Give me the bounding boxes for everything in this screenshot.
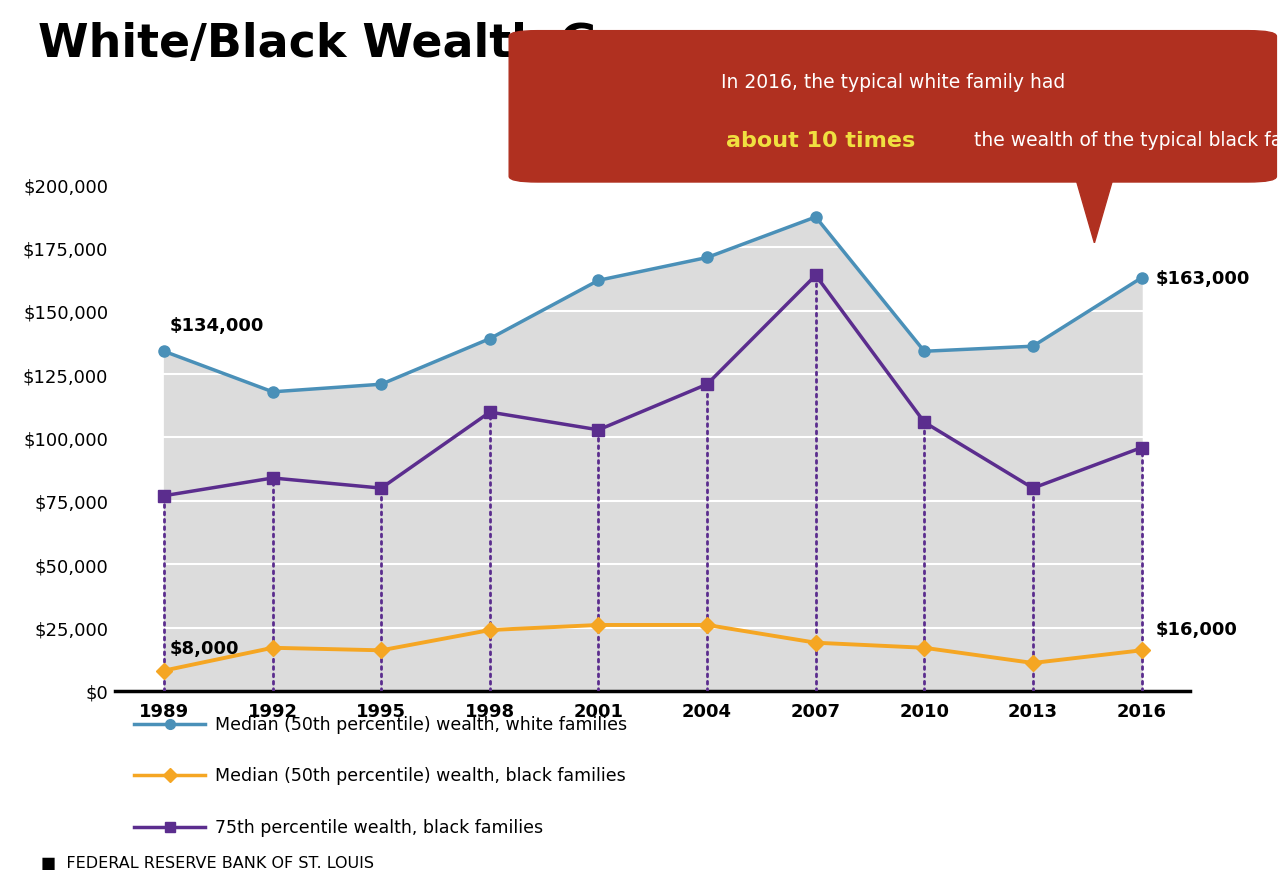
Text: 75th percentile wealth, black families: 75th percentile wealth, black families (215, 818, 543, 835)
Text: $134,000: $134,000 (169, 316, 264, 334)
Text: ■  FEDERAL RESERVE BANK OF ST. LOUIS: ■ FEDERAL RESERVE BANK OF ST. LOUIS (41, 855, 374, 870)
Text: $163,000: $163,000 (1156, 269, 1251, 287)
Text: the wealth of the typical black family.: the wealth of the typical black family. (974, 131, 1280, 151)
Polygon shape (1074, 173, 1115, 244)
FancyBboxPatch shape (509, 32, 1276, 183)
Text: $16,000: $16,000 (1156, 620, 1238, 638)
Text: In 2016, the typical white family had: In 2016, the typical white family had (721, 73, 1065, 91)
Text: White/Black Wealth Gap: White/Black Wealth Gap (38, 22, 662, 67)
Text: Median (50th percentile) wealth, white families: Median (50th percentile) wealth, white f… (215, 715, 627, 733)
Text: $8,000: $8,000 (169, 639, 239, 657)
Text: Median (50th percentile) wealth, black families: Median (50th percentile) wealth, black f… (215, 766, 626, 784)
Text: about 10 times: about 10 times (726, 131, 915, 151)
